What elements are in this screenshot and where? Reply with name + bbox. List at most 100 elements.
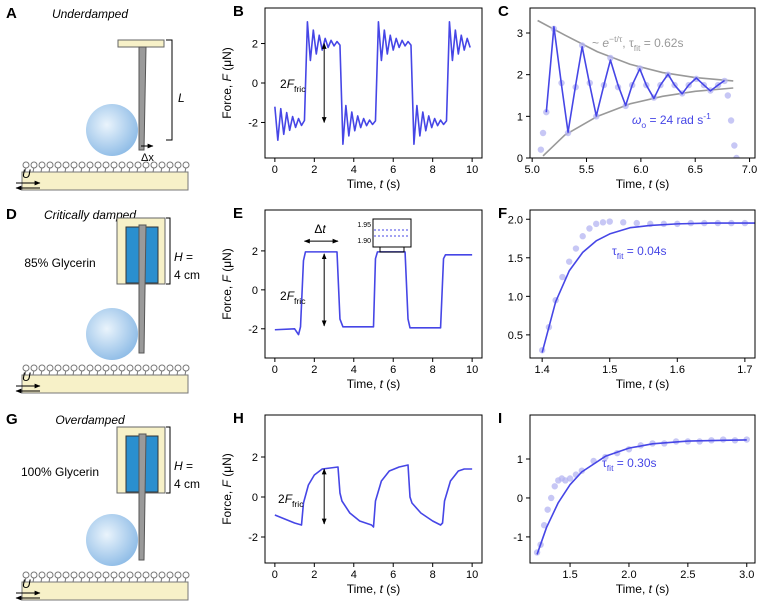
text-part: (μN) [220,453,234,480]
text-part: , τ [622,36,634,50]
rich-text: ωo = 24 rad s-1 [632,111,711,130]
text-part: (s) [383,582,400,596]
rich-text: Force, F (μN) [220,47,234,119]
text-part: o [641,120,646,130]
plot-area [274,251,473,336]
schematic-title: Overdamped [55,413,125,427]
height-label: H = [174,459,193,473]
molecule-head [70,364,78,372]
data-point [548,494,555,502]
data-point [727,117,735,124]
molecule-head [174,571,182,579]
plot-area [533,436,750,556]
molecule-head [46,161,54,169]
x-tick-label: 2.5 [680,569,695,581]
molecule-head [110,161,118,169]
height-eq: = [183,250,193,264]
beam-holder [117,39,165,48]
x-tick-label: 6 [390,569,396,581]
fluid-label: 100% Glycerin [21,465,99,479]
text-part: τ [602,456,607,470]
data-point [755,220,761,226]
molecule-head [30,364,38,372]
x-tick-label: 8 [430,569,436,581]
text-part: -1 [703,111,711,121]
molecule-head [142,571,150,579]
data-point [539,129,547,137]
rich-text: Time, t (s) [616,177,670,191]
molecule-head [142,364,150,372]
height-label: H = [174,250,193,264]
data-point [599,219,607,226]
molecule-head [126,161,134,169]
height-bracket [166,217,171,285]
x-tick-label: 1.7 [737,364,752,376]
y-tick-label: 0 [252,492,258,504]
x-tick-label: 4 [351,364,357,376]
rich-text: Force, F (μN) [220,248,234,320]
data-point [572,245,580,252]
y-tick-label: 2 [252,452,258,464]
molecule-head [110,364,118,372]
x-tick-label: 4 [351,569,357,581]
panel-letter: G [6,411,18,428]
data-line [541,222,755,353]
text-part: −t/τ [609,34,623,44]
text-part: t [380,377,384,391]
plot-area [537,19,740,158]
molecule-head [134,161,142,169]
molecule-head [78,571,86,579]
x-tick-label: 5.0 [525,164,540,176]
rich-text: τfit = 0.30s [602,456,657,473]
panel-letter: C [498,3,509,20]
x-tick-label: 7.0 [742,164,757,176]
molecule-head [182,161,190,169]
panel-letter: F [498,205,507,222]
sphere [86,104,138,156]
x-tick-label: 2 [311,164,317,176]
text-part: Time, [347,582,380,596]
text-part: = 0.04s [623,244,666,258]
molecule-head [86,364,94,372]
cantilever [138,46,147,151]
x-tick-label: 6.0 [633,164,648,176]
x-tick-label: 10 [466,164,478,176]
data-line [542,87,734,157]
x-tick-label: 10 [466,569,478,581]
text-part: (s) [383,177,400,191]
molecule-head [102,161,110,169]
rich-text: τfit = 0.04s [612,244,667,261]
text-part: (s) [652,582,669,596]
molecule-head [54,364,62,372]
substrate [21,581,189,601]
molecule-head [166,364,174,372]
plot-frame [529,414,756,564]
y-tick-label: 1 [517,454,523,466]
text-part: Time, [616,582,649,596]
molecule-head [78,161,86,169]
molecule-head [118,571,126,579]
y-tick-label: -2 [248,532,258,544]
molecule-head [150,161,158,169]
velocity-label: U [22,167,31,181]
text-part: fric [292,499,304,509]
rich-text: Force, F (μN) [220,453,234,525]
text-part: F [287,77,295,91]
rich-text: 1.90 [357,238,371,245]
text-part: (μN) [220,248,234,275]
data-point [551,483,558,490]
molecule-head [38,571,46,579]
molecule-head [22,364,30,372]
text-part: Time, [616,377,649,391]
data-point [743,436,750,443]
text-part: t [322,222,326,236]
plot-area [538,218,761,354]
molecule-head [126,364,134,372]
molecule-head [102,364,110,372]
panel-letter: D [6,206,17,223]
data-point [606,218,613,225]
plot-frame [264,7,483,159]
y-tick-label: 1 [517,111,523,123]
rich-text: 2Ffric [280,77,306,94]
cantilever [138,224,147,354]
